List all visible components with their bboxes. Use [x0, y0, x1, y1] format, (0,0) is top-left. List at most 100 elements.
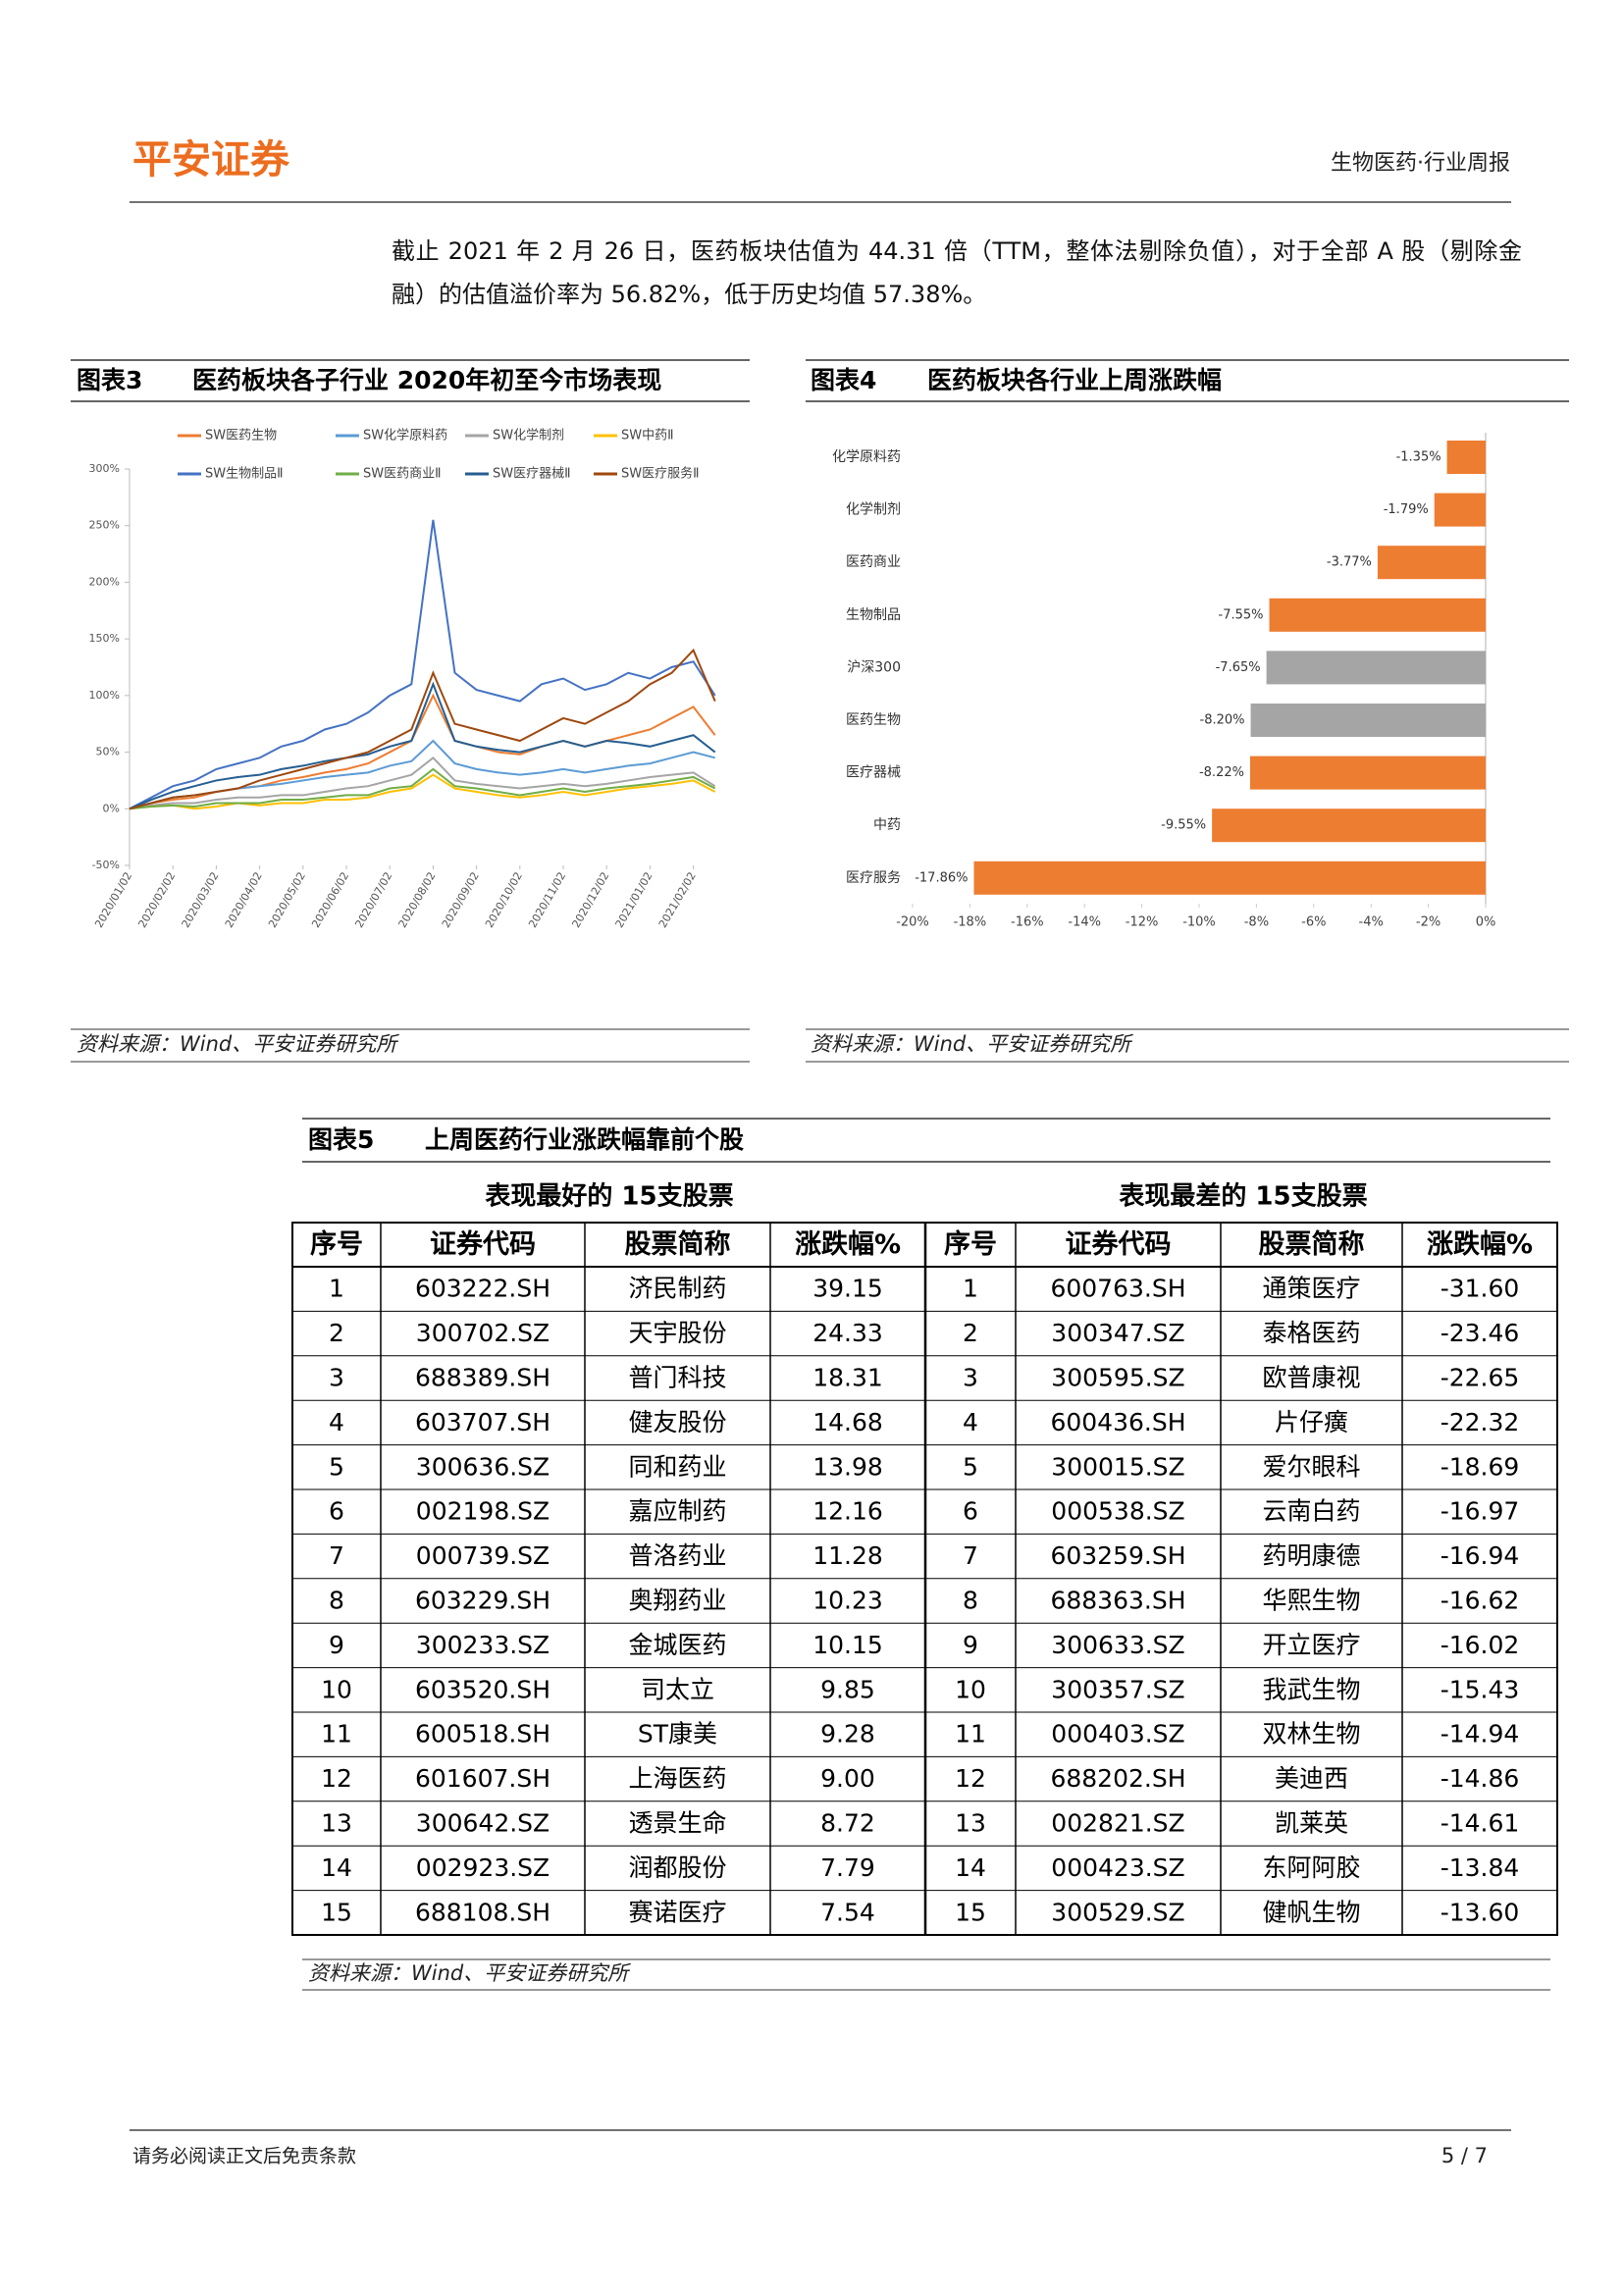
- table-cell: 6: [963, 1497, 978, 1526]
- column-header: 涨跌幅%: [795, 1229, 901, 1260]
- series-line: [129, 773, 716, 810]
- series-line: [129, 648, 716, 810]
- x-tick-label: 2020/10/02: [483, 870, 525, 930]
- table-cell: 8: [329, 1587, 344, 1615]
- legend-label: SW生物制品Ⅱ: [205, 467, 284, 482]
- value-label: -3.77%: [1327, 555, 1372, 570]
- y-tick-label: 250%: [89, 519, 120, 532]
- table-cell: 002198.SZ: [416, 1497, 550, 1526]
- category-label: 化学原料药: [832, 449, 901, 465]
- table-cell: 603259.SH: [1050, 1541, 1185, 1570]
- table-cell: 普洛药业: [628, 1541, 726, 1570]
- table-cell: 金城医药: [628, 1631, 726, 1659]
- value-label: -1.35%: [1396, 450, 1441, 465]
- table-cell: -16.02: [1441, 1631, 1520, 1659]
- legend-label: SW化学原料药: [363, 428, 447, 444]
- x-tick-label: -20%: [896, 915, 929, 930]
- table-cell: 300636.SZ: [416, 1452, 550, 1481]
- table-cell: 10: [321, 1675, 352, 1703]
- table-cell: 600763.SH: [1050, 1275, 1185, 1303]
- bar: [973, 861, 1486, 895]
- column-header: 股票简称: [1259, 1228, 1365, 1260]
- table-cell: 云南白药: [1262, 1497, 1360, 1526]
- disclaimer: 请务必阅读正文后免责条款: [132, 2146, 356, 2167]
- legend-label: SW医疗器械Ⅱ: [493, 467, 571, 482]
- series-line: [129, 681, 716, 810]
- table-cell: 2: [329, 1319, 344, 1347]
- table-cell: 6: [329, 1497, 344, 1526]
- table-cell: 13: [955, 1809, 986, 1838]
- series-line: [129, 739, 715, 810]
- x-tick-label: 0%: [1476, 915, 1496, 930]
- table-cell: 通策医疗: [1262, 1275, 1360, 1303]
- table-cell: 1: [329, 1275, 344, 1303]
- value-label: -9.55%: [1161, 818, 1206, 833]
- table-cell: 11.28: [812, 1541, 883, 1570]
- table-cell: 凯莱英: [1275, 1809, 1348, 1838]
- series-line: [129, 519, 716, 810]
- table-cell: 9: [963, 1631, 978, 1659]
- table-cell: 5: [329, 1452, 344, 1481]
- table-cell: 片仔癀: [1275, 1408, 1348, 1436]
- table-cell: 透景生命: [628, 1809, 726, 1838]
- table-cell: -16.62: [1441, 1587, 1520, 1615]
- x-tick-label: 2020/02/02: [135, 870, 178, 930]
- table-cell: 济民制药: [628, 1275, 726, 1303]
- table-subtitle: 表现最好的 15支股票: [485, 1181, 733, 1212]
- table-cell: 300702.SZ: [416, 1319, 550, 1347]
- table-cell: 12.16: [812, 1497, 883, 1526]
- page-number: 5 / 7: [1441, 2144, 1488, 2167]
- table-cell: 11: [955, 1720, 986, 1748]
- table-cell: 600518.SH: [415, 1720, 550, 1748]
- table-cell: -23.46: [1441, 1319, 1520, 1347]
- table-cell: 14: [321, 1853, 352, 1882]
- series-line: [129, 756, 716, 810]
- table-cell: 12: [321, 1764, 352, 1793]
- category-label: 生物制品: [846, 607, 901, 623]
- table-cell: 2: [963, 1319, 978, 1347]
- x-tick-label: 2020/07/02: [352, 870, 394, 930]
- table-cell: 同和药业: [628, 1452, 726, 1481]
- category-label: 医药生物: [846, 712, 901, 728]
- table-cell: 7: [329, 1541, 344, 1570]
- table-cell: 14.68: [812, 1408, 883, 1436]
- x-tick-label: 2021/02/02: [656, 870, 699, 930]
- table-cell: 8: [963, 1587, 978, 1615]
- source-note: 资料来源：Wind、平安证券研究所: [308, 1961, 631, 1985]
- x-tick-label: -18%: [954, 915, 987, 930]
- table-cell: 东阿阿胶: [1262, 1853, 1360, 1882]
- table-cell: 300347.SZ: [1051, 1319, 1184, 1347]
- figure-label: 图表3: [77, 366, 142, 394]
- table-cell: 8.72: [820, 1809, 875, 1838]
- bar: [1446, 441, 1486, 474]
- table-cell: 24.33: [812, 1319, 883, 1347]
- bar: [1377, 546, 1486, 580]
- x-tick-label: -10%: [1182, 915, 1216, 930]
- table-cell: 7.54: [820, 1898, 875, 1926]
- table-cell: 688108.SH: [415, 1898, 550, 1926]
- column-header: 股票简称: [625, 1228, 731, 1260]
- figure-title: 医药板块各行业上周涨跌幅: [927, 366, 1222, 394]
- table-cell: 9.00: [820, 1764, 875, 1793]
- table-cell: 司太立: [641, 1675, 714, 1703]
- table-cell: 000403.SZ: [1051, 1720, 1184, 1748]
- table-cell: -14.94: [1441, 1720, 1520, 1748]
- table-cell: 欧普康视: [1262, 1364, 1360, 1392]
- category-label: 医疗器械: [846, 765, 901, 781]
- x-tick-label: -12%: [1126, 915, 1159, 930]
- table-cell: 美迪西: [1275, 1764, 1348, 1793]
- x-tick-label: 2020/11/02: [526, 870, 568, 930]
- table-cell: 4: [329, 1408, 344, 1436]
- x-tick-label: 2020/12/02: [569, 870, 611, 930]
- x-tick-label: 2020/06/02: [309, 870, 351, 930]
- value-label: -8.22%: [1199, 765, 1244, 780]
- x-tick-label: 2021/01/02: [613, 870, 655, 930]
- table-cell: 嘉应制药: [628, 1497, 726, 1526]
- y-tick-label: 100%: [89, 689, 120, 702]
- table-cell: 300595.SZ: [1051, 1364, 1184, 1392]
- value-label: -8.20%: [1200, 713, 1245, 728]
- table-cell: 5: [963, 1452, 978, 1481]
- column-header: 序号: [944, 1228, 997, 1260]
- column-header: 序号: [310, 1228, 363, 1260]
